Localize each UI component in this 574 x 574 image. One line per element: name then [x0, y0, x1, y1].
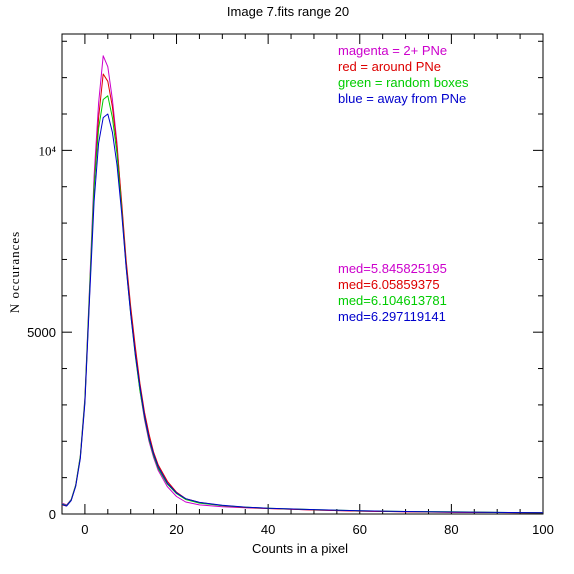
- series-line-1: [61, 73, 544, 514]
- x-tick-label: 40: [261, 522, 275, 537]
- legend-entry-green: green = random boxes: [338, 75, 469, 90]
- y-tick-label: 0: [49, 507, 56, 522]
- series-lines: [61, 55, 544, 514]
- x-tick-label: 80: [444, 522, 458, 537]
- x-axis-label: Counts in a pixel: [252, 541, 348, 556]
- median-annotations: med=5.845825195 med=6.05859375 med=6.104…: [338, 261, 447, 324]
- legend-entry-red: red = around PNe: [338, 59, 441, 74]
- legend-entry-magenta: magenta = 2+ PNe: [338, 43, 447, 58]
- median-red: med=6.05859375: [338, 277, 440, 292]
- y-tick-label: 5000: [27, 325, 56, 340]
- chart-title: Image 7.fits range 20: [227, 4, 349, 19]
- median-blue: med=6.297119141: [338, 309, 446, 324]
- y-tick-labels: 0 5000 10⁴: [27, 143, 56, 522]
- axis-ticks: [62, 34, 544, 515]
- y-axis-label: N occurances: [7, 231, 22, 313]
- series-line-0: [61, 55, 544, 514]
- series-line-3: [61, 113, 544, 514]
- plot-frame: [61, 33, 544, 515]
- legend-entry-blue: blue = away from PNe: [338, 91, 466, 106]
- x-tick-label: 100: [532, 522, 554, 537]
- legend: magenta = 2+ PNe red = around PNe green …: [338, 43, 469, 106]
- median-magenta: med=5.845825195: [338, 261, 447, 276]
- median-green: med=6.104613781: [338, 293, 447, 308]
- x-tick-labels: 0 20 40 60 80 100: [81, 522, 554, 537]
- series-line-2: [61, 95, 544, 514]
- x-tick-label: 60: [353, 522, 367, 537]
- y-tick-label: 10⁴: [38, 143, 56, 158]
- x-tick-label: 0: [81, 522, 88, 537]
- x-tick-label: 20: [169, 522, 183, 537]
